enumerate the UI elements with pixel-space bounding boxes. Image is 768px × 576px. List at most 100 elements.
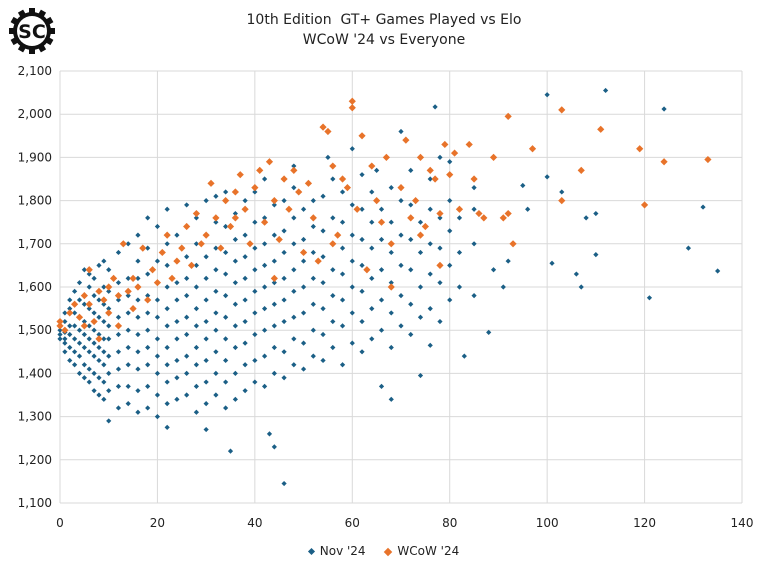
wcow-point — [85, 266, 93, 274]
nov-point — [223, 379, 229, 385]
nov-point — [432, 104, 438, 110]
nov-point — [593, 252, 599, 258]
wcow-point — [261, 218, 269, 226]
nov-point — [145, 405, 151, 411]
nov-point — [242, 198, 248, 204]
nov-point — [91, 340, 97, 346]
nov-point — [86, 336, 92, 342]
nov-point — [417, 219, 424, 225]
nov-point — [96, 331, 102, 338]
nov-point — [184, 202, 190, 208]
nov-point — [359, 206, 365, 212]
nov-point — [62, 318, 68, 325]
nov-point — [378, 206, 385, 212]
wcow-point — [217, 244, 225, 252]
wcow-point — [597, 125, 605, 133]
wcow-point — [343, 184, 352, 192]
nov-point — [101, 336, 107, 342]
nov-point — [427, 271, 433, 277]
wcow-point — [309, 214, 317, 222]
wcow-point — [178, 244, 186, 252]
nov-point — [174, 318, 180, 325]
nov-point — [388, 219, 394, 225]
nov-point — [164, 262, 170, 268]
nov-point — [67, 297, 73, 303]
wcow-point — [704, 155, 712, 164]
nov-point — [106, 306, 112, 312]
nov-point — [125, 344, 131, 351]
wcow-point — [236, 171, 244, 179]
nov-point — [76, 280, 83, 286]
nov-point — [135, 331, 141, 338]
wcow-point — [129, 305, 137, 313]
nov-point — [359, 262, 365, 268]
y-tick-label: 1,900 — [18, 150, 52, 164]
wcow-point — [163, 231, 171, 239]
nov-point — [291, 163, 297, 169]
nov-point — [193, 323, 199, 329]
wcow-point — [270, 197, 278, 205]
wcow-point — [431, 175, 439, 183]
wcow-point — [56, 322, 64, 330]
wcow-point — [436, 261, 444, 269]
nov-point — [91, 293, 97, 299]
nov-point — [106, 267, 112, 273]
nov-point — [184, 392, 190, 398]
nov-point — [184, 254, 190, 260]
nov-point — [447, 198, 453, 204]
nov-point — [125, 383, 131, 389]
nov-point — [578, 284, 584, 290]
wcow-point — [241, 205, 249, 213]
nov-point — [232, 210, 238, 217]
nov-point — [164, 306, 170, 312]
y-tick-label: 1,800 — [18, 194, 52, 208]
nov-point — [252, 189, 258, 195]
legend-item-nov[interactable]: Nov '24 — [307, 544, 366, 558]
nov-point — [291, 314, 297, 320]
nov-point — [232, 258, 238, 264]
nov-point — [86, 306, 92, 312]
nov-point — [271, 344, 277, 351]
legend-item-wcow[interactable]: WCoW '24 — [384, 544, 460, 558]
nov-point — [101, 379, 107, 385]
nov-point — [549, 260, 555, 266]
nov-point — [252, 288, 258, 294]
wcow-point — [402, 136, 410, 144]
legend-wcow-label: WCoW '24 — [397, 544, 460, 558]
nov-point — [213, 288, 219, 294]
nov-point — [115, 383, 122, 389]
nov-point — [115, 249, 122, 256]
nov-point — [685, 245, 692, 251]
nov-point — [213, 193, 219, 199]
nov-point — [266, 431, 273, 437]
nov-point — [242, 340, 248, 346]
nov-point — [101, 362, 107, 368]
nov-point — [349, 258, 355, 264]
nov-point — [164, 344, 170, 351]
wcow-point — [226, 222, 235, 231]
subtitle-line: WCoW '24 vs Everyone — [302, 32, 466, 48]
nov-point — [76, 370, 83, 376]
nov-point — [62, 349, 68, 355]
nov-point — [471, 185, 477, 191]
nov-point — [76, 327, 83, 333]
wcow-point — [280, 175, 288, 183]
nov-point — [203, 379, 209, 385]
wcow-point — [377, 218, 386, 226]
nov-point — [145, 362, 151, 368]
nov-point — [262, 306, 268, 312]
nov-point — [369, 275, 375, 281]
nov-point — [437, 318, 443, 325]
nov-point — [223, 336, 229, 342]
nov-point — [398, 323, 404, 329]
wcow-point — [407, 214, 415, 222]
nov-point — [232, 323, 238, 329]
nov-point — [184, 353, 190, 359]
nov-point — [57, 327, 63, 333]
nov-point — [461, 353, 467, 359]
nov-point — [72, 323, 78, 329]
nov-point — [398, 198, 404, 204]
nov-point — [291, 185, 297, 191]
nov-point — [320, 357, 326, 364]
